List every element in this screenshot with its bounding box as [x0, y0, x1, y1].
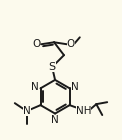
Text: O: O [67, 39, 75, 49]
Text: NH: NH [76, 106, 91, 116]
Text: N: N [23, 106, 30, 116]
Text: O: O [32, 39, 40, 49]
Text: N: N [71, 82, 79, 92]
Text: N: N [31, 82, 39, 92]
Text: S: S [49, 62, 56, 72]
Text: N: N [51, 115, 59, 124]
